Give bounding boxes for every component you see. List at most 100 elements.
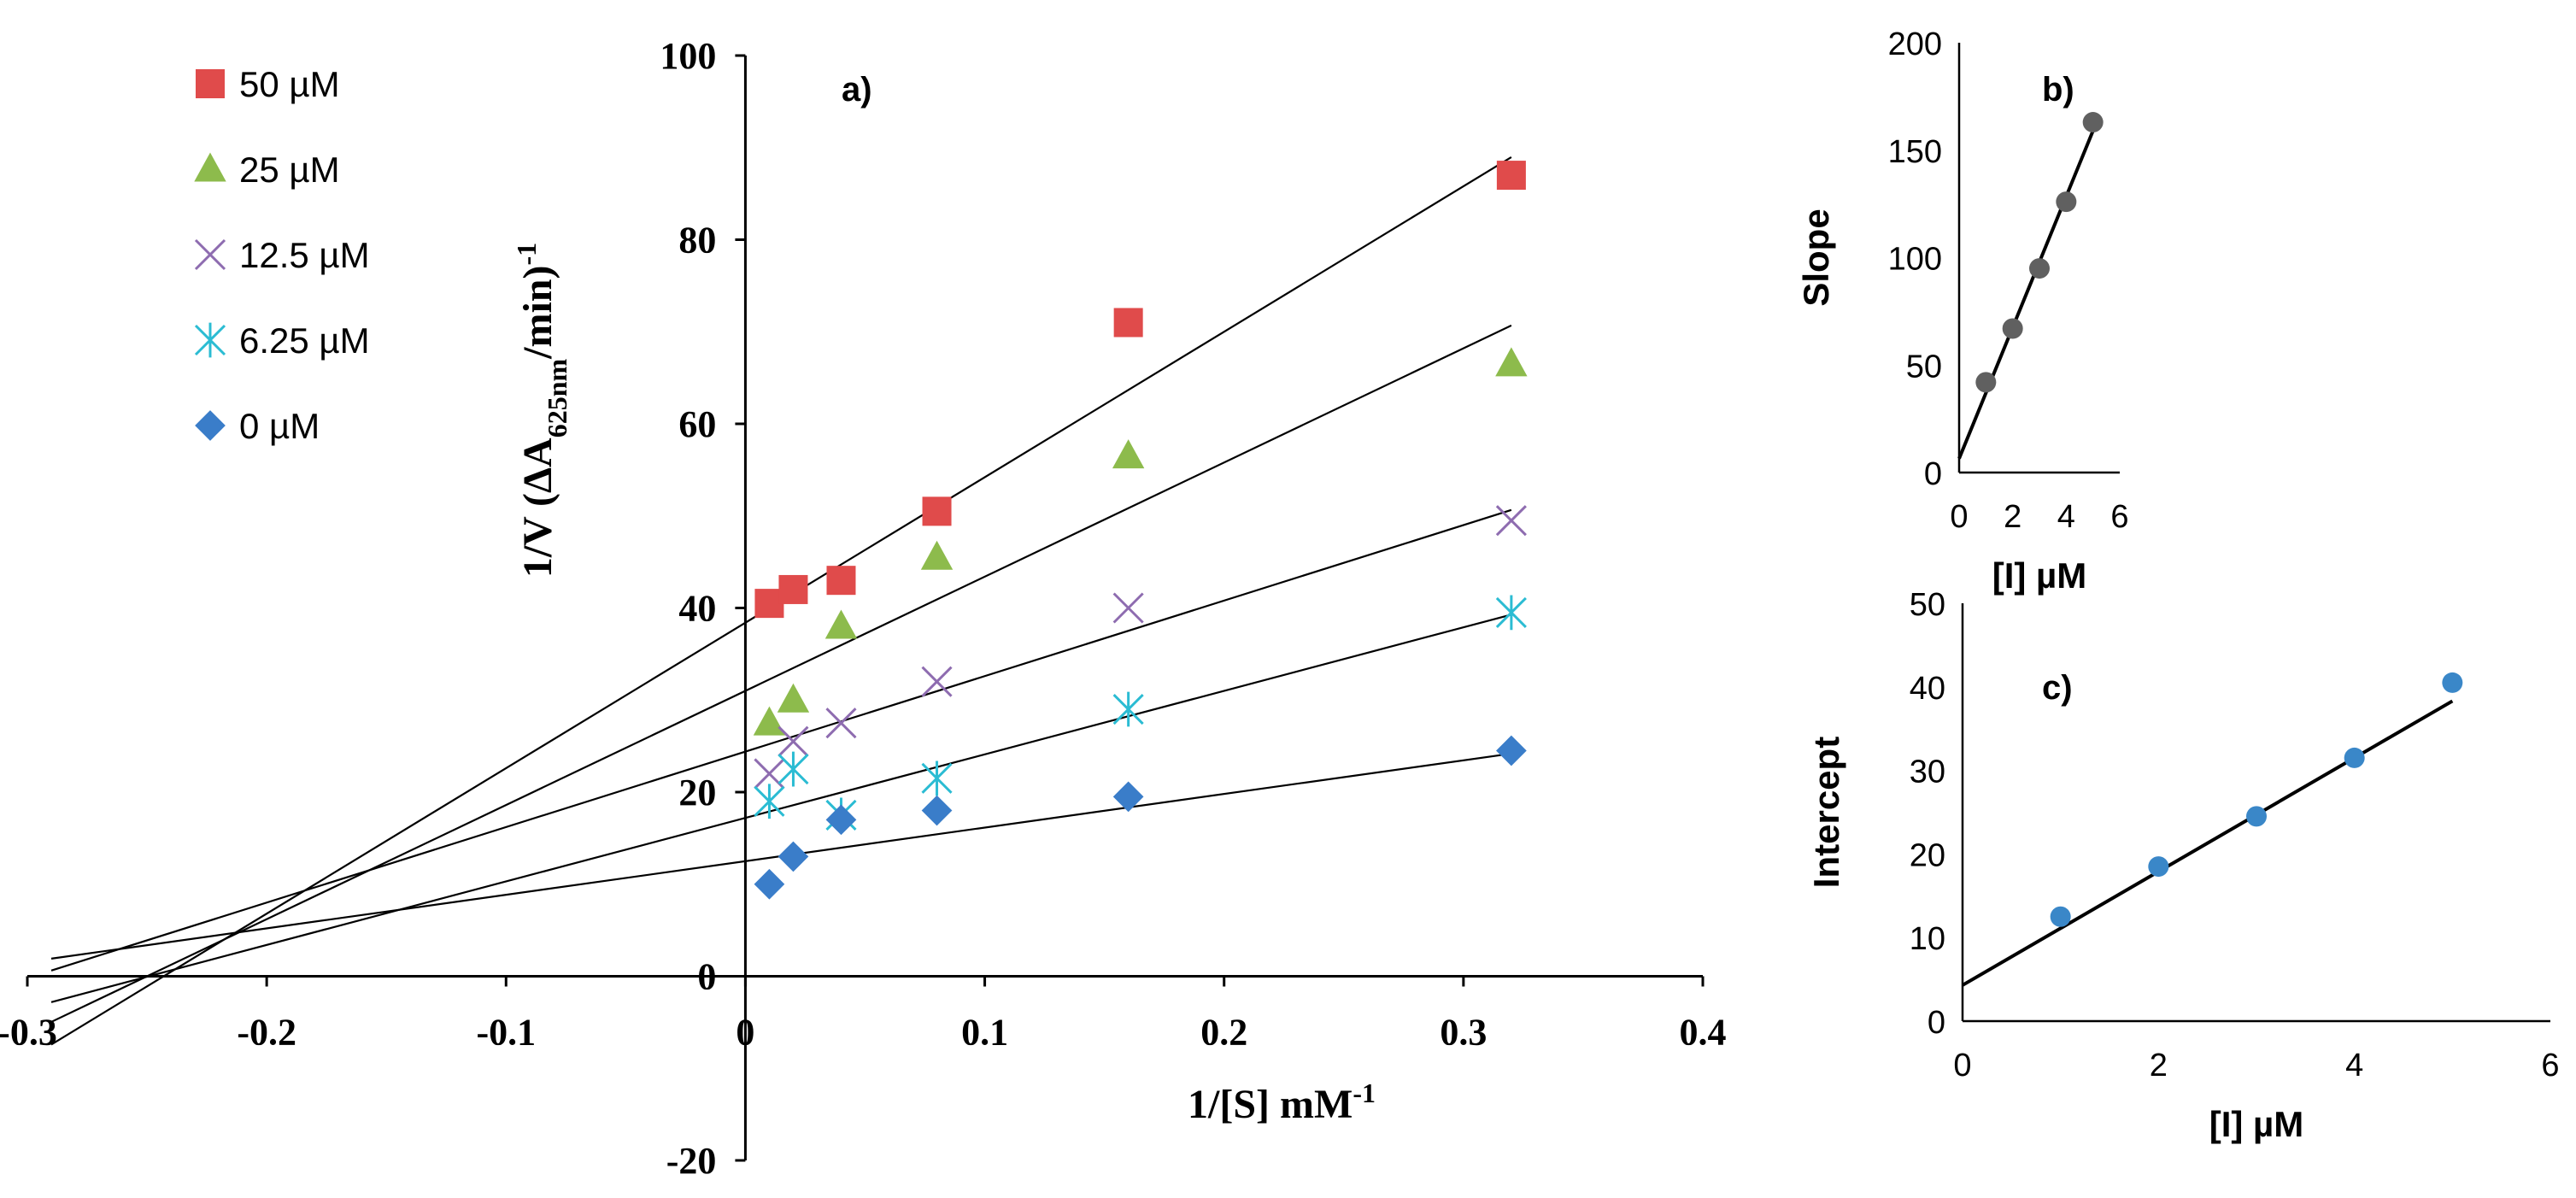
- x-tick-label: 0: [1950, 499, 1968, 535]
- x-tick-label: 4: [2345, 1048, 2363, 1083]
- legend-label: 50 µM: [239, 64, 340, 104]
- x-axis-title: [I] µM: [2209, 1104, 2304, 1144]
- data-point: [1497, 595, 1526, 630]
- x-axis-title: 1/[S] mM-1: [1188, 1078, 1376, 1127]
- y-axis-title: 1/V (ΔA625nm/min)-1: [511, 243, 572, 578]
- data-point: [2442, 672, 2462, 693]
- data-point: [1114, 692, 1143, 727]
- legend-label: 0 µM: [239, 406, 320, 446]
- data-point: [825, 610, 857, 639]
- legend-label: 25 µM: [239, 150, 340, 190]
- panel-a: -20 0 20 40 60 80 100 -0.3 -0.2 -0.1 0 0.1 0.2 0.3 0.4…: [0, 35, 1727, 1182]
- y-tick-label: 0: [1928, 1005, 1945, 1041]
- panel-label-c: c): [2042, 669, 2073, 707]
- data-point: [2246, 806, 2267, 826]
- data-point: [2083, 112, 2104, 132]
- x-tick-label: 6: [2110, 499, 2128, 535]
- x-tick-label: 0: [736, 1012, 754, 1054]
- y-tick-label: -20: [666, 1140, 717, 1182]
- legend-label: 6.25 µM: [239, 320, 370, 361]
- x-tick-label: 2: [2004, 499, 2021, 535]
- panel-label-b: b): [2042, 71, 2074, 109]
- x-tick-label: 0: [1953, 1048, 1971, 1083]
- data-point: [777, 684, 809, 713]
- x-tick-label: 0.2: [1200, 1012, 1247, 1054]
- y-tick-label: 80: [678, 220, 716, 261]
- x-tick-label: 0.1: [961, 1012, 1008, 1054]
- trendline: [1959, 131, 2093, 459]
- data-point: [2051, 907, 2071, 927]
- legend-label: 12.5 µM: [239, 235, 370, 275]
- x-tick-label: 4: [2057, 499, 2075, 535]
- y-axis-title: Intercept: [1806, 737, 1846, 888]
- y-tick-label: 40: [678, 588, 716, 630]
- x-tick-label: -0.3: [0, 1012, 57, 1054]
- data-point: [826, 566, 855, 595]
- data-point: [754, 869, 785, 900]
- data-point: [1112, 439, 1144, 468]
- y-tick-label: 50: [1910, 587, 1945, 623]
- y-tick-label: 100: [1888, 242, 1942, 278]
- data-point: [826, 804, 857, 835]
- panel-label-a: a): [842, 71, 872, 109]
- x-axis-title-main: 1/[S] mM: [1188, 1082, 1353, 1127]
- y-tick-label: 100: [660, 35, 716, 77]
- series-2: [754, 506, 1525, 788]
- data-point: [778, 727, 807, 756]
- legend-marker: [194, 152, 226, 181]
- y-axis-title-pre: 1/V (ΔA: [515, 438, 560, 578]
- chart-canvas: -20020406080100-0.3 -0.2 -0.1 0 0.1 0.2 0.3 0.4…: [0, 0, 2576, 1198]
- y-tick-label: 40: [1910, 671, 1945, 707]
- data-point: [2029, 258, 2050, 279]
- data-point: [826, 708, 855, 737]
- y-tick-label: 0: [1924, 456, 1942, 492]
- panel-c: 0 10 20 30 40 50 0 2 4 6 c) [I] µM Intercept: [1806, 587, 2560, 1144]
- data-point: [2148, 856, 2168, 877]
- data-point: [778, 752, 807, 787]
- data-point: [1495, 347, 1527, 376]
- y-tick-label: 150: [1888, 134, 1942, 170]
- y-tick-label: 50: [1906, 349, 1942, 385]
- y-tick-label: 20: [678, 772, 716, 813]
- legend-marker: [196, 323, 225, 358]
- y-tick-label: 0: [697, 956, 716, 998]
- x-tick-label: -0.1: [476, 1012, 536, 1054]
- x-axis-title: [I] µM: [1992, 555, 2087, 596]
- data-point: [778, 842, 809, 872]
- data-point: [923, 496, 952, 526]
- legend: 50 µM 25 µM 12.5 µM 6.25 µM 0 µM: [194, 64, 369, 446]
- data-point: [778, 575, 807, 604]
- data-point: [921, 541, 953, 570]
- y-tick-label: 10: [1910, 921, 1945, 957]
- trendline: [1963, 701, 2452, 985]
- x-tick-label: 0.3: [1440, 1012, 1487, 1054]
- kinetics-figure: -20 0 20 40 60 80 100 -0.3 -0.2 -0.1 0 0.1 0.2 0.3 0.4…: [0, 0, 2576, 1198]
- data-point: [1497, 161, 1526, 190]
- y-axis-title-sup: -1: [511, 243, 542, 266]
- x-tick-label: -0.2: [237, 1012, 296, 1054]
- x-tick-label: 2: [2150, 1048, 2168, 1083]
- data-point: [2056, 191, 2076, 212]
- y-tick-label: 20: [1910, 837, 1945, 873]
- x-tick-label: 0.4: [1680, 1012, 1727, 1054]
- y-axis-title-sub: 625nm: [542, 358, 572, 438]
- y-axis-title: Slope: [1796, 208, 1836, 306]
- data-point: [1114, 308, 1143, 337]
- y-tick-label: 60: [678, 403, 716, 445]
- legend-marker: [195, 410, 226, 441]
- data-point: [922, 796, 953, 826]
- legend-marker: [196, 240, 225, 269]
- legend-marker: [196, 69, 225, 98]
- data-point: [1496, 736, 1527, 766]
- series-4: [754, 736, 1527, 900]
- data-point: [1114, 594, 1143, 623]
- data-point: [2344, 748, 2365, 768]
- data-point: [1113, 782, 1144, 813]
- series-0: [754, 161, 1525, 618]
- data-point: [2003, 318, 2023, 338]
- y-axis-title-post: /min): [515, 265, 560, 359]
- y-tick-label: 200: [1888, 26, 1942, 62]
- x-axis-title-sup: -1: [1353, 1078, 1376, 1108]
- data-point: [923, 760, 952, 796]
